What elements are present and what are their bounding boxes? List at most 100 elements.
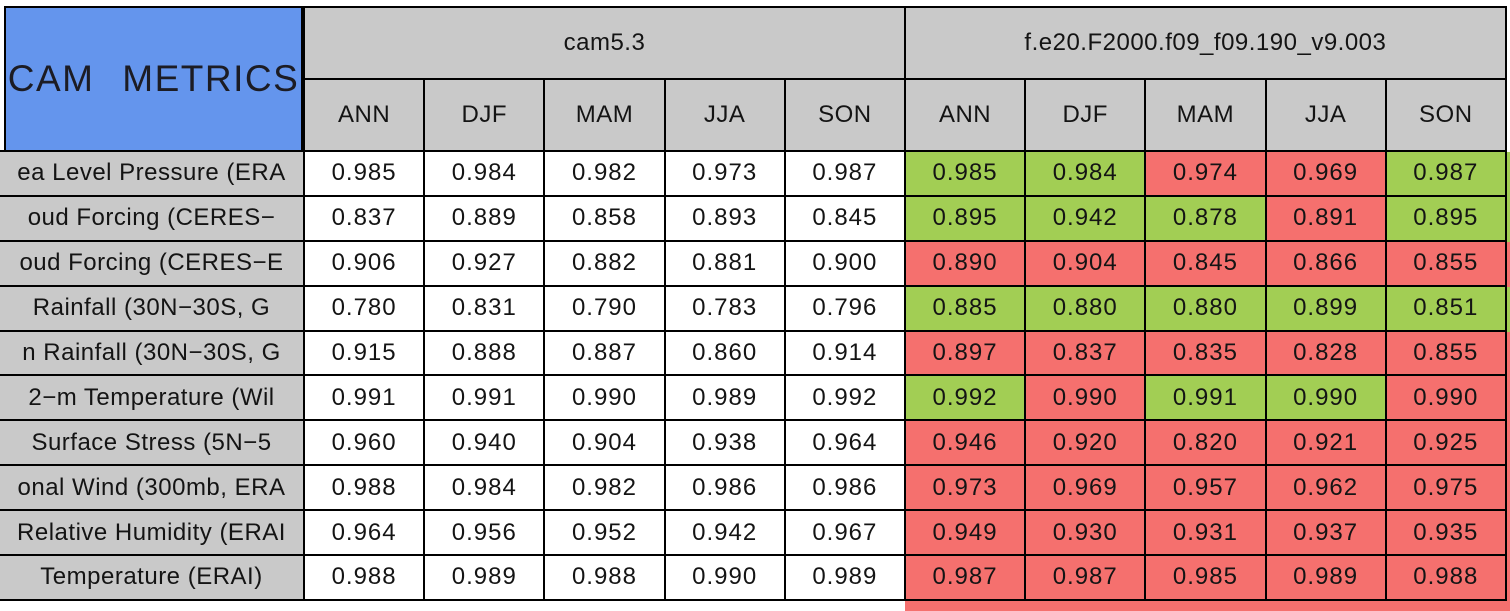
value-fe20-r5-djf: 0.837 (1026, 331, 1145, 375)
value-cam53-r5-son: 0.914 (785, 331, 904, 375)
bleed-segment (1505, 196, 1510, 242)
value-fe20-r2-djf: 0.942 (1026, 196, 1145, 240)
value-fe20-r1-jja: 0.969 (1266, 152, 1385, 195)
value-fe20-r2-jja: 0.891 (1266, 196, 1385, 240)
value-cam53-r4-djf: 0.831 (425, 286, 544, 330)
value-fe20-r4-djf: 0.880 (1026, 286, 1145, 330)
value-cam53-r1-ann: 0.985 (305, 152, 424, 195)
value-cam53-r7-mam: 0.904 (545, 421, 664, 465)
value-cam53-r7-ann: 0.960 (305, 421, 424, 465)
value-fe20-r5-mam: 0.835 (1146, 331, 1265, 375)
value-cam53-r6-jja: 0.989 (665, 376, 784, 420)
value-fe20-r6-djf: 0.990 (1026, 376, 1145, 420)
value-fe20-r7-jja: 0.921 (1266, 421, 1385, 465)
value-cam53-r8-mam: 0.982 (545, 466, 664, 510)
value-cam53-r10-ann: 0.988 (305, 556, 424, 599)
metric-row-label-8: onal Wind (300mb, ERA (0, 466, 303, 510)
value-cam53-r2-son: 0.845 (785, 196, 904, 240)
bleed-segment (1505, 466, 1510, 512)
value-fe20-r4-jja: 0.899 (1266, 286, 1385, 330)
metric-row-label-7: Surface Stress (5N−5 (0, 421, 303, 465)
value-fe20-r5-ann: 0.897 (905, 331, 1025, 375)
bleed-segment (1505, 421, 1510, 467)
season-header-cam53-jja: JJA (665, 80, 784, 150)
value-fe20-r4-mam: 0.880 (1146, 286, 1265, 330)
value-fe20-r8-mam: 0.957 (1146, 466, 1265, 510)
value-cam53-r10-mam: 0.988 (545, 556, 664, 599)
value-cam53-r10-jja: 0.990 (665, 556, 784, 599)
value-cam53-r4-ann: 0.780 (305, 286, 424, 330)
value-cam53-r7-jja: 0.938 (665, 421, 784, 465)
value-fe20-r7-mam: 0.820 (1146, 421, 1265, 465)
metric-row-label-5: n Rainfall (30N−30S, G (0, 331, 303, 375)
bleed-segment (1505, 241, 1510, 287)
value-cam53-r3-mam: 0.882 (545, 241, 664, 285)
value-fe20-r4-ann: 0.885 (905, 286, 1025, 330)
metric-label-column: ea Level Pressure (ERA oud Forcing (CERES… (0, 150, 305, 601)
value-fe20-r2-mam: 0.878 (1146, 196, 1265, 240)
value-fe20-r10-djf: 0.987 (1026, 556, 1145, 599)
metric-row-label-4: Rainfall (30N−30S, G (0, 286, 303, 330)
value-fe20-r3-son: 0.855 (1386, 241, 1505, 285)
value-fe20-r3-mam: 0.845 (1146, 241, 1265, 285)
value-fe20-r4-son: 0.851 (1386, 286, 1505, 330)
value-fe20-r3-djf: 0.904 (1026, 241, 1145, 285)
value-cam53-r7-djf: 0.940 (425, 421, 544, 465)
season-header-fe20-son: SON (1386, 80, 1505, 150)
value-cam53-r9-son: 0.967 (785, 511, 904, 555)
value-fe20-r3-jja: 0.866 (1266, 241, 1385, 285)
value-fe20-r10-jja: 0.989 (1266, 556, 1385, 599)
value-cam53-r6-son: 0.992 (785, 376, 904, 420)
value-cam53-r5-djf: 0.888 (425, 331, 544, 375)
value-fe20-r8-jja: 0.962 (1266, 466, 1385, 510)
metrics-grid: cam5.3 f.e20.F2000.f09_f09.190_v9.003 AN… (303, 6, 1507, 601)
value-fe20-r8-ann: 0.973 (905, 466, 1025, 510)
value-fe20-r6-jja: 0.990 (1266, 376, 1385, 420)
value-cam53-r9-djf: 0.956 (425, 511, 544, 555)
value-fe20-r10-mam: 0.985 (1146, 556, 1265, 599)
value-cam53-r9-jja: 0.942 (665, 511, 784, 555)
value-cam53-r3-jja: 0.881 (665, 241, 784, 285)
bleed-segment (1505, 511, 1510, 557)
value-cam53-r2-ann: 0.837 (305, 196, 424, 240)
season-header-cam53-djf: DJF (425, 80, 544, 150)
value-cam53-r5-mam: 0.887 (545, 331, 664, 375)
season-header-fe20-mam: MAM (1146, 80, 1265, 150)
value-fe20-r8-djf: 0.969 (1026, 466, 1145, 510)
value-cam53-r8-djf: 0.984 (425, 466, 544, 510)
bleed-segment (1505, 286, 1510, 332)
value-fe20-r10-ann: 0.987 (905, 556, 1025, 599)
metric-row-label-1: ea Level Pressure (ERA (0, 152, 303, 195)
season-header-fe20-ann: ANN (905, 80, 1025, 150)
value-cam53-r1-son: 0.987 (785, 152, 904, 195)
value-fe20-r7-ann: 0.946 (905, 421, 1025, 465)
value-cam53-r4-jja: 0.783 (665, 286, 784, 330)
value-cam53-r5-ann: 0.915 (305, 331, 424, 375)
season-header-fe20-jja: JJA (1266, 80, 1385, 150)
value-cam53-r2-djf: 0.889 (425, 196, 544, 240)
value-cam53-r6-mam: 0.990 (545, 376, 664, 420)
value-cam53-r3-son: 0.900 (785, 241, 904, 285)
value-fe20-r1-djf: 0.984 (1026, 152, 1145, 195)
value-cam53-r8-jja: 0.986 (665, 466, 784, 510)
value-cam53-r8-ann: 0.988 (305, 466, 424, 510)
value-cam53-r3-djf: 0.927 (425, 241, 544, 285)
value-cam53-r9-ann: 0.964 (305, 511, 424, 555)
value-fe20-r2-son: 0.895 (1386, 196, 1505, 240)
table-title: CAM METRICS (7, 58, 300, 99)
value-fe20-r9-son: 0.935 (1386, 511, 1505, 555)
table-title-cell: CAM METRICS (4, 6, 303, 152)
value-cam53-r3-ann: 0.906 (305, 241, 424, 285)
season-header-cam53-ann: ANN (305, 80, 424, 150)
value-fe20-r8-son: 0.975 (1386, 466, 1505, 510)
value-fe20-r9-mam: 0.931 (1146, 511, 1265, 555)
season-header-fe20-djf: DJF (1026, 80, 1145, 150)
bleed-segment (1505, 556, 1510, 601)
value-fe20-r9-djf: 0.930 (1026, 511, 1145, 555)
season-header-cam53-son: SON (785, 80, 904, 150)
value-cam53-r1-mam: 0.982 (545, 152, 664, 195)
table-bleed-right (1505, 152, 1510, 601)
value-cam53-r4-son: 0.796 (785, 286, 904, 330)
metric-row-label-3: oud Forcing (CERES−E (0, 241, 303, 285)
